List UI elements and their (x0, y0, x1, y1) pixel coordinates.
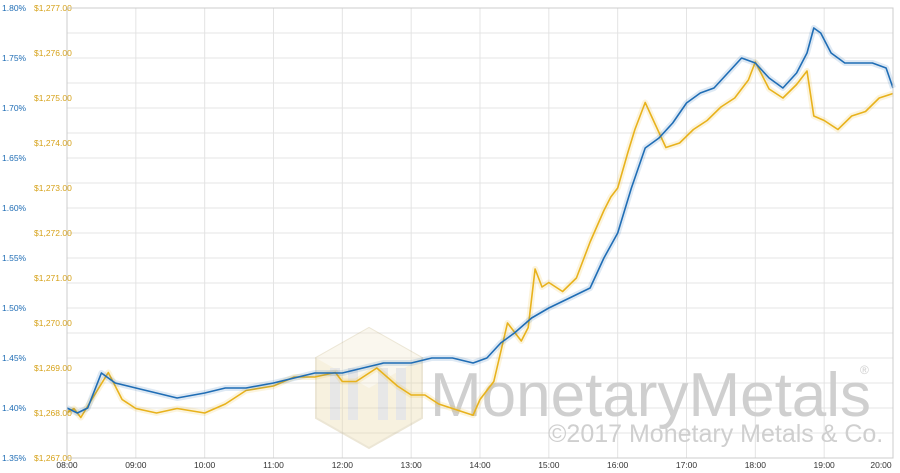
y-tick-label-blue: 1.35% (2, 453, 27, 463)
x-tick-label: 20:00 (870, 460, 892, 470)
x-tick-label: 11:00 (263, 460, 284, 470)
x-tick-label: 17:00 (676, 460, 698, 470)
y-tick-label-gold: $1,273.00 (34, 183, 72, 193)
y-tick-label-gold: $1,272.00 (34, 228, 72, 238)
axes: 08:00 09:00 10:00 11:00 12:00 13:00 14:00 15:00… (2, 3, 894, 470)
watermark-copyright: ©2017 Monetary Metals & Co. (548, 420, 883, 448)
y-tick-label-blue: 1.70% (2, 103, 27, 113)
series-group (65, 25, 896, 421)
plot-border (66, 7, 894, 459)
y-tick-label-blue: 1.40% (2, 403, 27, 413)
x-tick-label: 09:00 (125, 460, 147, 470)
y-tick-label-gold: $1,276.00 (34, 48, 72, 58)
x-tick-label: 15:00 (538, 460, 560, 470)
x-tick-label: 19:00 (814, 460, 836, 470)
y-tick-label-gold: $1,271.00 (34, 273, 72, 283)
y-tick-label-blue: 1.55% (2, 253, 27, 263)
y-tick-label-blue: 1.75% (2, 53, 27, 63)
x-tick-label: 08:00 (56, 460, 78, 470)
x-tick-label: 18:00 (745, 460, 767, 470)
y-tick-label-blue: 1.45% (2, 353, 27, 363)
x-tick-label: 14:00 (469, 460, 491, 470)
x-tick-label: 16:00 (607, 460, 629, 470)
watermark-registered-mark: ® (860, 363, 869, 377)
grid (66, 7, 894, 459)
y-tick-label-gold: $1,274.00 (34, 138, 72, 148)
y-tick-label-gold: $1,267.00 (34, 453, 72, 463)
y-tick-label-gold: $1,277.00 (34, 3, 72, 13)
y-tick-label-gold: $1,269.00 (34, 363, 72, 373)
y-tick-label-gold: $1,275.00 (34, 93, 72, 103)
y-tick-label-blue: 1.60% (2, 203, 27, 213)
y-tick-label-blue: 1.50% (2, 303, 27, 313)
y-tick-label-gold: $1,270.00 (34, 318, 72, 328)
y-tick-label-blue: 1.80% (2, 3, 27, 13)
y-tick-label-gold: $1,268.00 (34, 408, 72, 418)
series-line (66, 61, 894, 419)
y-tick-label-blue: 1.65% (2, 153, 27, 163)
x-tick-label: 13:00 (401, 460, 423, 470)
watermark-brand: MonetaryMetals (430, 361, 871, 430)
x-tick-label: 12:00 (332, 460, 354, 470)
series-line (66, 27, 894, 414)
x-tick-label: 10:00 (194, 460, 216, 470)
